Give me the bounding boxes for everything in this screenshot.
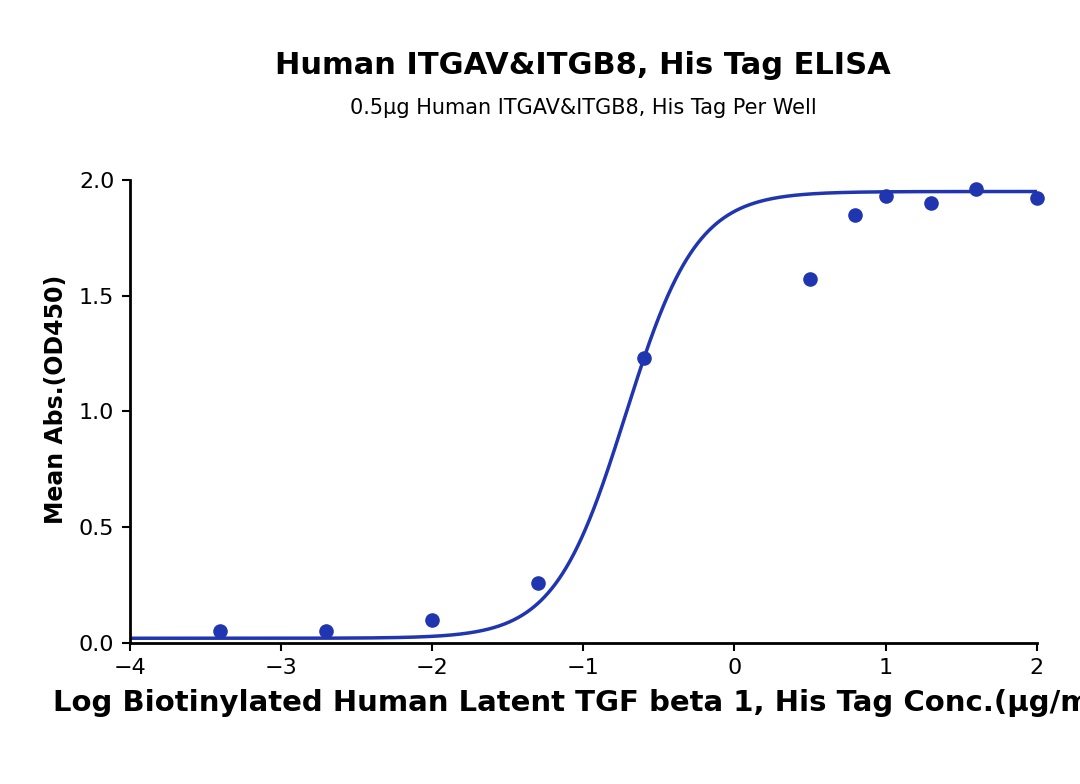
X-axis label: Log Biotinylated Human Latent TGF beta 1, His Tag Conc.(μg/ml): Log Biotinylated Human Latent TGF beta 1…	[53, 689, 1080, 717]
Point	[212, 625, 229, 637]
Point	[847, 209, 864, 221]
Point	[529, 576, 546, 589]
Text: 0.5μg Human ITGAV&ITGB8, His Tag Per Well: 0.5μg Human ITGAV&ITGB8, His Tag Per Wel…	[350, 98, 816, 118]
Point	[922, 197, 940, 209]
Text: Human ITGAV&ITGB8, His Tag ELISA: Human ITGAV&ITGB8, His Tag ELISA	[275, 51, 891, 80]
Point	[318, 625, 335, 637]
Point	[801, 273, 819, 285]
Point	[635, 352, 652, 365]
Point	[968, 183, 985, 195]
Y-axis label: Mean Abs.(OD450): Mean Abs.(OD450)	[43, 275, 68, 524]
Point	[877, 190, 894, 202]
Point	[423, 613, 441, 626]
Point	[1028, 192, 1045, 205]
